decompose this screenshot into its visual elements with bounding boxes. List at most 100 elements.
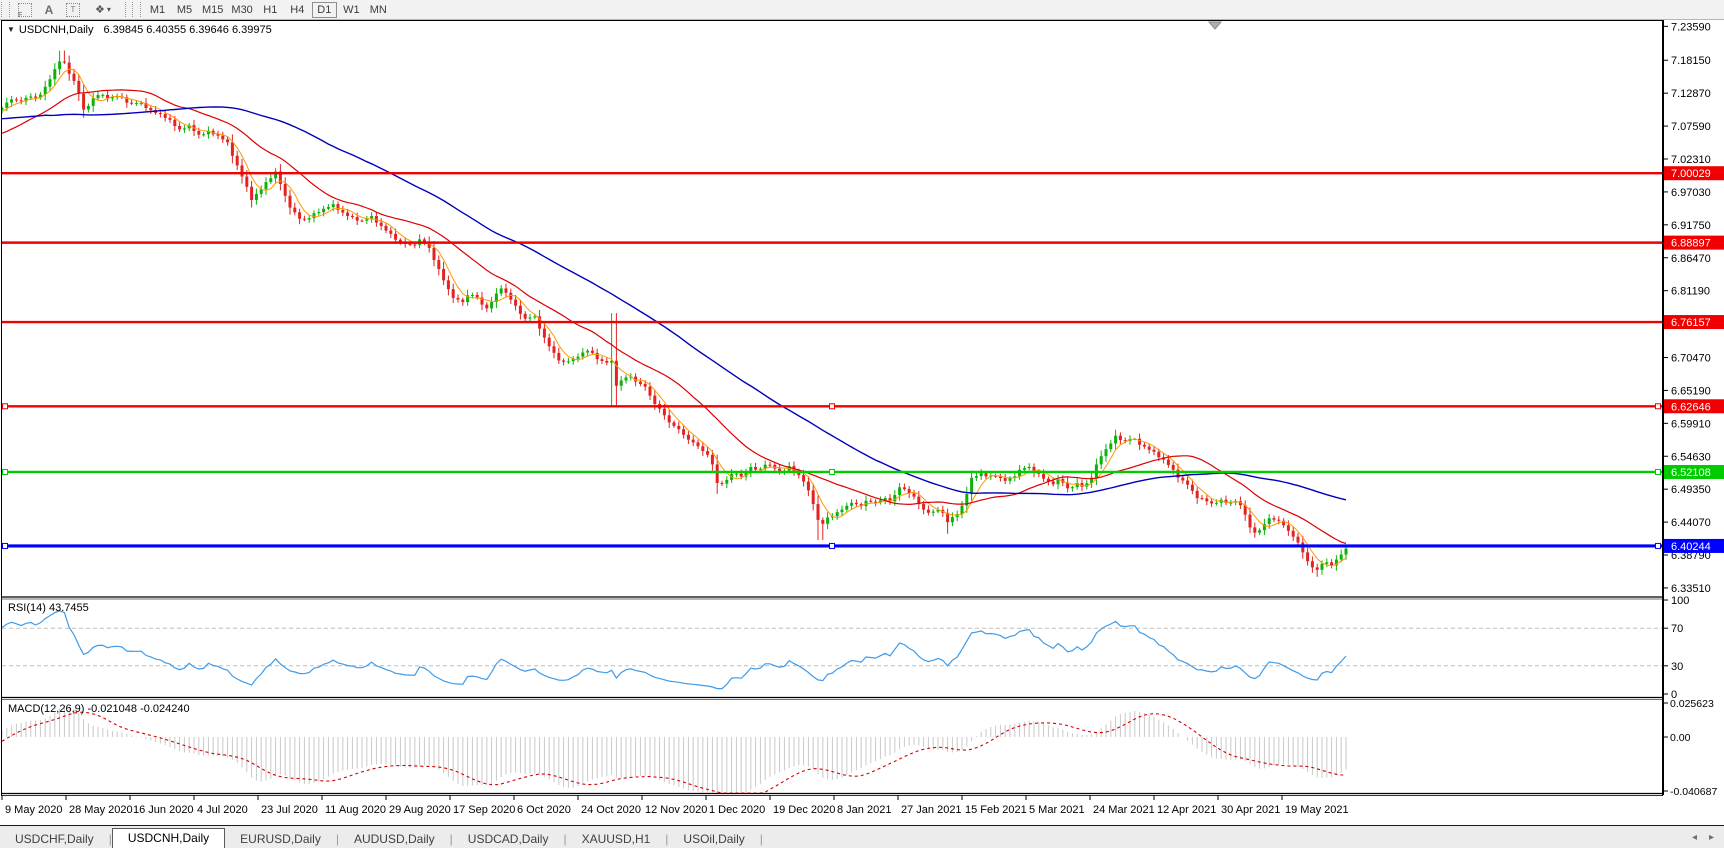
- date-tick-label: 27 Jan 2021: [901, 804, 962, 816]
- date-tick-label: 9 May 2020: [5, 804, 62, 816]
- toolbar-drag-handle[interactable]: [1, 2, 10, 17]
- f-glyph: F: [18, 11, 23, 19]
- tab-separator: |: [563, 832, 567, 846]
- tab-usoil[interactable]: USOil,Daily: [683, 832, 745, 846]
- date-tick-label: 5 Mar 2021: [1029, 804, 1085, 816]
- price-tick-label: 6.33510: [1671, 583, 1711, 595]
- tab-separator: |: [759, 832, 763, 846]
- svg-text:6.62646: 6.62646: [1671, 401, 1711, 413]
- chart-shift-marker[interactable]: [1207, 21, 1223, 30]
- shapes-tool-icon[interactable]: ❖ ▾: [95, 4, 111, 16]
- tab-separator: |: [335, 832, 339, 846]
- macd-tick-label: 0.025623: [1670, 698, 1714, 710]
- svg-text:6.88897: 6.88897: [1671, 238, 1711, 250]
- price-tick-label: 6.38790: [1671, 550, 1711, 562]
- rsi-line: [2, 610, 1347, 690]
- shapes-dropdown-caret[interactable]: ▾: [106, 5, 111, 14]
- price-tick-label: 7.23590: [1671, 21, 1711, 33]
- tf-button-w1[interactable]: W1: [339, 2, 364, 18]
- tf-button-m1[interactable]: M1: [145, 2, 170, 18]
- hline-handle[interactable]: [2, 468, 8, 475]
- date-tick-label: 11 Aug 2020: [325, 804, 386, 816]
- toolbar-drag-handle-2[interactable]: [132, 2, 141, 17]
- tab-separator: |: [108, 832, 112, 846]
- price-tick-label: 6.81190: [1671, 286, 1710, 298]
- price-tick-label: 7.12870: [1671, 88, 1711, 100]
- svg-text:7.00029: 7.00029: [1671, 168, 1711, 180]
- rsi-tick-label: 100: [1671, 595, 1689, 607]
- hline-price-flag: [1664, 399, 1724, 414]
- hline-handle[interactable]: [1655, 468, 1661, 475]
- hline-price-flag: [1664, 235, 1724, 250]
- tab-separator: |: [665, 832, 669, 846]
- price-tick-label: 6.59910: [1671, 418, 1711, 430]
- svg-text:6.40244: 6.40244: [1671, 541, 1711, 553]
- ohlc-values: 6.39845 6.40355 6.39646 6.39975: [103, 24, 272, 36]
- date-tick-label: 6 Oct 2020: [517, 804, 571, 816]
- ma-21-line: [2, 89, 1347, 545]
- price-tick-label: 7.07590: [1671, 121, 1711, 133]
- date-tick-label: 24 Mar 2021: [1093, 804, 1155, 816]
- rsi-tick-label: 0: [1671, 689, 1677, 701]
- date-tick-label: 16 Jun 2020: [133, 804, 194, 816]
- price-tick-label: 6.49350: [1671, 484, 1711, 496]
- macd-tick-label: -0.040687: [1670, 786, 1717, 798]
- price-tick-label: 7.02310: [1671, 154, 1711, 166]
- date-tick-label: 23 Jul 2020: [261, 804, 318, 816]
- ma-5-line: [2, 68, 1347, 567]
- tab-usdcnh[interactable]: USDCNH,Daily: [111, 828, 226, 848]
- price-tick-label: 6.65190: [1671, 385, 1711, 397]
- date-tick-label: 8 Jan 2021: [837, 804, 891, 816]
- tf-button-h1[interactable]: H1: [258, 2, 283, 18]
- price-tick-label: 6.86470: [1671, 253, 1711, 265]
- chart-tab-bar: USDCHF,Daily | USDCNH,Daily EURUSD,Daily…: [0, 825, 1724, 848]
- date-tick-label: 30 Apr 2021: [1221, 804, 1280, 816]
- hline-handle[interactable]: [2, 542, 8, 549]
- macd-indicator-label: MACD(12,26,9) -0.021048 -0.024240: [8, 703, 190, 715]
- hline-handle[interactable]: [829, 403, 835, 410]
- hline-handle[interactable]: [1655, 403, 1661, 410]
- tab-xauusd[interactable]: XAUUSD,H1: [581, 832, 651, 846]
- date-tick-label: 24 Oct 2020: [581, 804, 641, 816]
- tab-scroll-right-icon[interactable]: ▸: [1708, 831, 1714, 843]
- text-tool-icon[interactable]: A: [44, 2, 54, 17]
- price-tick-label: 6.97030: [1671, 187, 1711, 199]
- tab-audusd[interactable]: AUDUSD,Daily: [353, 832, 435, 846]
- tab-usdcad[interactable]: USDCAD,Daily: [467, 832, 549, 846]
- tf-button-d1[interactable]: D1: [311, 1, 337, 18]
- tab-scroll-left-icon[interactable]: ◂: [1691, 831, 1697, 843]
- price-tick-label: 6.44070: [1671, 517, 1711, 529]
- svg-text:6.52108: 6.52108: [1671, 467, 1711, 479]
- chart-shift-tool-icon[interactable]: F: [16, 2, 34, 19]
- tab-usdchf[interactable]: USDCHF,Daily: [15, 832, 94, 846]
- date-tick-label: 15 Feb 2021: [965, 804, 1027, 816]
- hline-handle[interactable]: [2, 403, 8, 410]
- candles: [2, 50, 1348, 577]
- tf-button-mn[interactable]: MN: [366, 2, 391, 18]
- tab-eurusd[interactable]: EURUSD,Daily: [240, 832, 321, 846]
- text-label-tool-icon[interactable]: T: [64, 2, 82, 18]
- tf-button-m5[interactable]: M5: [172, 2, 197, 18]
- price-tick-label: 7.18150: [1671, 55, 1711, 67]
- hline-handle[interactable]: [1655, 542, 1661, 549]
- tf-button-h4[interactable]: H4: [285, 2, 310, 18]
- symbol-dropdown-caret[interactable]: ▼: [7, 25, 15, 34]
- tf-button-m15[interactable]: M15: [199, 2, 226, 18]
- hline-price-flag: [1664, 315, 1724, 330]
- symbol-timeframe-text: USDCNH,Daily: [18, 24, 94, 36]
- price-tick-label: 6.70470: [1671, 353, 1711, 365]
- chart-title: ▼ USDCNH,Daily 6.39845 6.40355 6.39646 6.3…: [7, 24, 272, 36]
- date-tick-label: 4 Jul 2020: [197, 804, 248, 816]
- ma-55-line: [2, 106, 1347, 501]
- price-tick-label: 6.91750: [1671, 220, 1711, 232]
- date-tick-label: 12 Nov 2020: [645, 804, 707, 816]
- date-tick-label: 19 Dec 2020: [773, 804, 835, 816]
- tf-button-m30[interactable]: M30: [228, 2, 255, 18]
- hline-handle[interactable]: [829, 468, 835, 475]
- macd-signal-line: [2, 711, 1346, 793]
- macd-tick-label: 0.00: [1670, 732, 1691, 744]
- hline-handle[interactable]: [829, 542, 835, 549]
- rsi-tick-label: 30: [1671, 661, 1683, 673]
- svg-text:6.76157: 6.76157: [1671, 317, 1711, 329]
